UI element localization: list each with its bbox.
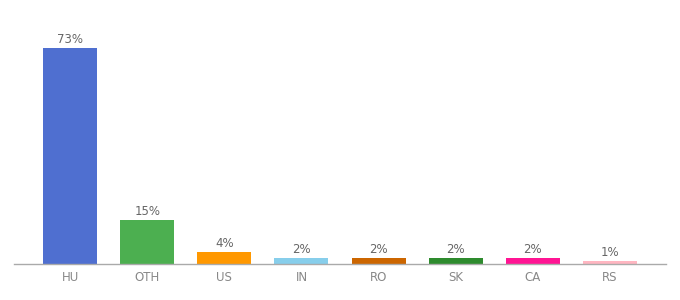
Bar (275, 258, 328, 264)
Text: 2%: 2% (369, 243, 388, 256)
Bar (506, 258, 560, 264)
Text: 1%: 1% (600, 246, 619, 259)
Bar (583, 261, 636, 264)
Bar (120, 220, 174, 264)
Text: 4%: 4% (215, 237, 234, 250)
Text: 2%: 2% (446, 243, 465, 256)
Bar (428, 258, 483, 264)
Bar (197, 252, 252, 264)
Bar (44, 48, 97, 264)
Bar (352, 258, 405, 264)
Text: 15%: 15% (135, 205, 160, 218)
Text: 2%: 2% (292, 243, 311, 256)
Text: 73%: 73% (57, 33, 83, 46)
Text: 2%: 2% (524, 243, 542, 256)
